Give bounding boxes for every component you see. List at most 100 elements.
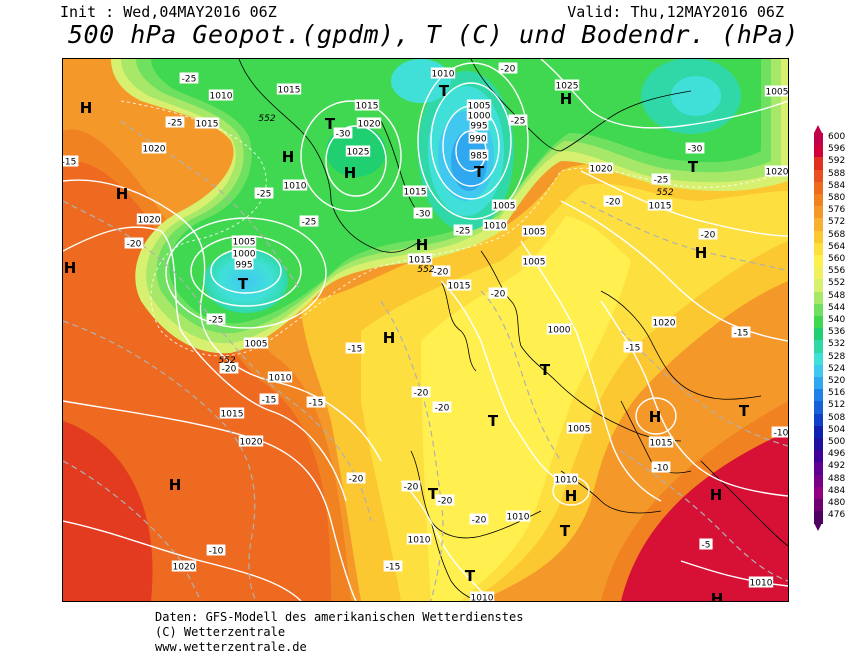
isotherm-label: -20 xyxy=(488,287,508,300)
low-pressure-marker: T xyxy=(325,115,336,133)
isotherm-label: -20 xyxy=(401,480,421,493)
isotherm-label: -20 xyxy=(698,228,718,241)
isobar-label: 1025 xyxy=(345,145,371,158)
isotherm-label: -25 xyxy=(299,215,319,228)
legend-swatch xyxy=(814,267,823,280)
high-pressure-marker: H xyxy=(344,164,357,182)
legend-label: 576 xyxy=(828,205,846,216)
isobar-label: 1010 xyxy=(282,179,308,192)
isobar-label: 1015 xyxy=(354,99,380,112)
legend-swatch xyxy=(814,474,823,488)
high-pressure-marker: H xyxy=(416,236,429,254)
svg-text:1010: 1010 xyxy=(408,536,431,546)
map-canvas: 1010 1015 1015 1020 1020 1015 1025 1010 1015 1010… xyxy=(63,59,788,601)
svg-text:1010: 1010 xyxy=(471,594,494,602)
svg-text:-25: -25 xyxy=(302,218,317,228)
svg-text:-10: -10 xyxy=(774,429,788,439)
legend-label: 596 xyxy=(828,144,846,155)
isotherm-label: -20 xyxy=(432,401,452,414)
legend-label: 588 xyxy=(828,168,846,179)
legend-label: 600 xyxy=(828,132,846,142)
svg-text:1020: 1020 xyxy=(358,120,381,130)
svg-text:-30: -30 xyxy=(688,145,703,155)
isotherm-label: -15 xyxy=(63,155,79,168)
isobar-label: 1010 xyxy=(208,89,234,102)
geopotential-label: 552 xyxy=(656,188,673,198)
isobar-label: 1020 xyxy=(238,435,264,448)
legend-label: 512 xyxy=(828,400,846,411)
isobar-label: 1020 xyxy=(764,165,788,178)
svg-text:1020: 1020 xyxy=(143,145,166,155)
legend-label: 584 xyxy=(828,180,846,191)
isobar-label: 1015 xyxy=(194,117,220,130)
legend-label: 548 xyxy=(828,290,846,301)
isotherm-label: -5 xyxy=(699,538,713,551)
isotherm-label: -10 xyxy=(771,426,788,439)
isotherms xyxy=(63,120,788,601)
isobar-label: 1015 xyxy=(446,279,472,292)
valid-time: Valid: Thu,12MAY2016 06Z xyxy=(567,3,784,21)
legend-label: 540 xyxy=(828,315,846,325)
geopotential-label: 552 xyxy=(218,356,235,366)
isobar-label: 1020 xyxy=(588,162,614,175)
isotherm-label: -20 xyxy=(411,386,431,399)
isobar-label: 1025 xyxy=(554,79,580,92)
svg-text:995: 995 xyxy=(470,122,487,132)
low-pressure-marker: T xyxy=(439,82,450,100)
svg-text:-20: -20 xyxy=(606,198,621,208)
isobars xyxy=(63,59,788,601)
svg-text:1005: 1005 xyxy=(468,102,491,112)
website-link[interactable]: www.wetterzentrale.de xyxy=(155,640,307,654)
svg-text:-30: -30 xyxy=(416,210,431,220)
svg-text:1010: 1010 xyxy=(507,513,530,523)
isotherm-label: -25 xyxy=(508,114,528,127)
low-pressure-marker: T xyxy=(428,485,439,503)
svg-text:1005: 1005 xyxy=(523,258,546,268)
svg-text:-20: -20 xyxy=(404,483,419,493)
legend-swatch xyxy=(814,499,823,512)
svg-text:1005: 1005 xyxy=(523,228,546,238)
legend-swatch xyxy=(814,169,823,183)
isobar-label: 1020 xyxy=(136,213,162,226)
svg-text:995: 995 xyxy=(235,261,252,271)
isobar-label: 985 xyxy=(469,149,489,162)
svg-text:-10: -10 xyxy=(654,464,669,474)
isotherm-label: -10 xyxy=(651,461,671,474)
isobar-label: 1005 xyxy=(566,422,592,435)
isotherm-label: -20 xyxy=(435,494,455,507)
legend-swatch xyxy=(814,242,823,256)
svg-text:-25: -25 xyxy=(654,176,669,186)
legend-label: 496 xyxy=(828,449,846,460)
high-pressure-marker: H xyxy=(64,259,77,277)
legend-label: 532 xyxy=(828,339,846,350)
svg-text:-25: -25 xyxy=(511,117,526,127)
high-pressure-marker: H xyxy=(565,487,578,505)
legend-label: 516 xyxy=(828,388,846,399)
svg-text:-25: -25 xyxy=(182,75,197,85)
svg-text:-15: -15 xyxy=(262,396,277,406)
legend-swatch xyxy=(814,377,823,390)
svg-text:1015: 1015 xyxy=(448,282,471,292)
high-pressure-marker: H xyxy=(116,185,129,203)
legend-label: 492 xyxy=(828,461,846,472)
isobar-label: 1020 xyxy=(651,316,677,329)
legend-swatch xyxy=(814,181,823,195)
svg-text:1020: 1020 xyxy=(590,165,613,175)
isobar-label: 1010 xyxy=(482,219,508,232)
legend-label: 504 xyxy=(828,424,846,435)
high-pressure-marker: H xyxy=(282,148,295,166)
geopotential-label: 552 xyxy=(258,114,275,124)
isobar-label: 1010 xyxy=(469,591,495,602)
isotherm-label: -30 xyxy=(333,127,353,140)
svg-text:1015: 1015 xyxy=(649,202,672,212)
low-pressure-marker: T xyxy=(474,163,485,181)
legend-swatch xyxy=(814,157,823,171)
svg-text:1015: 1015 xyxy=(221,410,244,420)
legend-arrow-bottom xyxy=(814,523,822,532)
svg-text:1000: 1000 xyxy=(548,326,571,336)
svg-text:-20: -20 xyxy=(434,268,449,278)
legend-swatch xyxy=(814,340,823,354)
legend-swatch xyxy=(814,462,823,476)
isobar-label: 1010 xyxy=(267,371,293,384)
legend-swatch xyxy=(814,389,823,402)
